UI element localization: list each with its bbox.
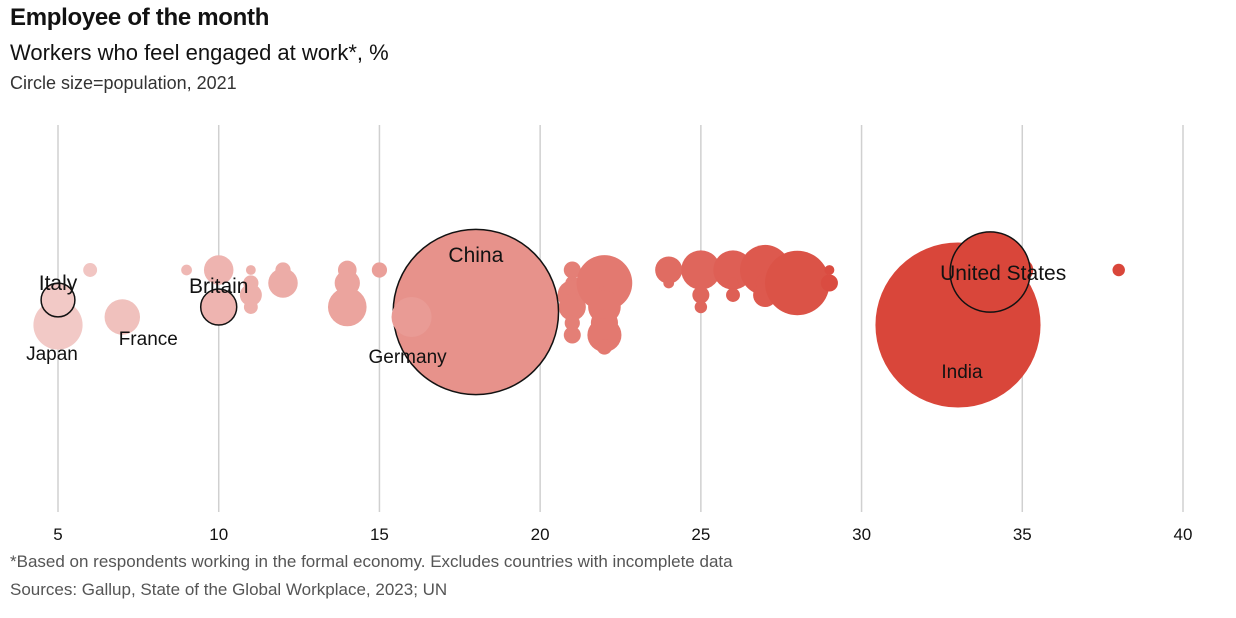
country-bubble — [596, 339, 613, 355]
country-bubble — [726, 288, 740, 302]
country-bubble — [655, 256, 683, 284]
footnote: *Based on respondents working in the for… — [10, 552, 733, 571]
country-bubble — [564, 315, 580, 331]
x-tick-label: 15 — [370, 525, 389, 544]
label-germany: Germany — [369, 347, 448, 368]
size-note: Circle size=population, 2021 — [10, 73, 237, 93]
country-bubble — [239, 284, 262, 306]
country-bubble — [245, 265, 256, 275]
country-bubble — [820, 274, 838, 292]
country-bubble — [587, 317, 622, 353]
country-bubble — [824, 265, 835, 275]
country-bubble — [83, 263, 98, 277]
x-axis-ticks: 5 10 15 20 25 30 35 40 — [53, 525, 1192, 544]
bubble-britain — [199, 288, 238, 326]
label-china: China — [448, 244, 503, 267]
country-bubble — [1112, 263, 1125, 277]
label-italy: Italy — [39, 272, 78, 295]
x-tick-label: 5 — [53, 525, 62, 544]
country-bubble — [692, 286, 710, 304]
country-bubble — [681, 250, 721, 290]
country-bubble — [765, 250, 830, 316]
country-bubble — [327, 287, 367, 327]
country-bubble — [558, 293, 586, 321]
point-labels: China India United States Japan Germany Brita… — [26, 244, 1066, 383]
country-bubble — [695, 277, 707, 289]
label-japan: Japan — [26, 344, 78, 365]
country-bubble — [576, 255, 633, 311]
country-bubble — [181, 264, 192, 276]
label-united-states: United States — [940, 262, 1066, 285]
country-bubble — [243, 300, 258, 314]
label-britain: Britain — [189, 275, 249, 298]
x-tick-label: 10 — [209, 525, 228, 544]
source-note: Sources: Gallup, State of the Global Wor… — [10, 580, 448, 599]
x-tick-label: 20 — [531, 525, 550, 544]
bubble-france — [104, 299, 141, 335]
country-bubble — [268, 268, 298, 298]
label-india: India — [941, 362, 983, 383]
bubbles — [33, 228, 1125, 408]
country-bubble — [727, 277, 739, 289]
bubble-italy — [40, 282, 76, 318]
country-bubble — [203, 255, 234, 285]
x-tick-label: 40 — [1174, 525, 1193, 544]
country-bubble — [563, 261, 581, 279]
bubble-united-states — [949, 231, 1031, 313]
label-france: France — [119, 329, 178, 350]
x-tick-label: 25 — [691, 525, 710, 544]
country-bubble — [563, 326, 581, 344]
country-bubble — [371, 262, 388, 278]
chart-title: Employee of the month — [10, 4, 270, 31]
chart-subtitle: Workers who feel engaged at work*, % — [10, 40, 389, 65]
country-bubble — [694, 300, 708, 314]
x-tick-label: 35 — [1013, 525, 1032, 544]
x-tick-label: 30 — [852, 525, 871, 544]
country-bubble — [663, 277, 675, 289]
bubble-japan — [33, 300, 83, 350]
bubble-germany — [391, 296, 432, 338]
